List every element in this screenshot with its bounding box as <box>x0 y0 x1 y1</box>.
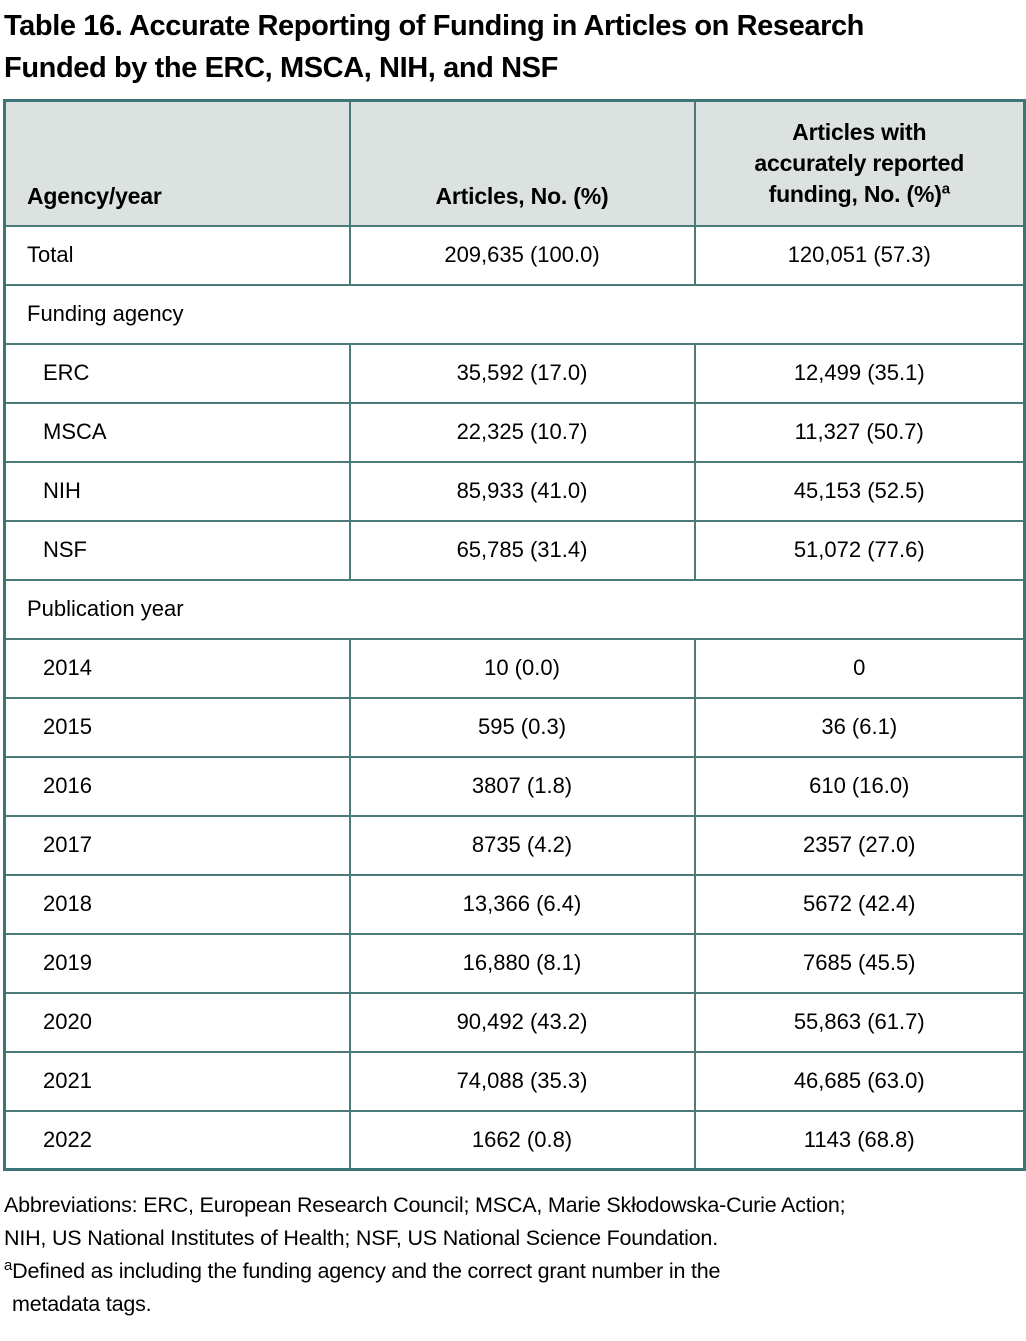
articles-cell: 90,492 (43.2) <box>348 991 696 1053</box>
row-label-cell: NIH <box>3 460 351 522</box>
row-2021: 2021 74,088 (35.3) 46,685 (63.0) <box>3 1050 1026 1112</box>
footnote-a-line2: metadata tags. <box>12 1292 152 1316</box>
section-label-cell: Publication year <box>3 578 1026 640</box>
row-nsf: NSF 65,785 (31.4) 51,072 (77.6) <box>3 519 1026 581</box>
row-2017: 2017 8735 (4.2) 2357 (27.0) <box>3 814 1026 876</box>
col-header-articles: Articles, No. (%) <box>348 99 696 227</box>
section-funding-agency: Funding agency <box>3 283 1026 345</box>
row-label-cell: ERC <box>3 342 351 404</box>
articles-cell: 74,088 (35.3) <box>348 1050 696 1112</box>
row-2014: 2014 10 (0.0) 0 <box>3 637 1026 699</box>
table-title-line2: Funded by the ERC, MSCA, NIH, and NSF <box>4 52 558 84</box>
header-footnote-marker-a: a <box>941 179 950 197</box>
accurate-funding-cell: 610 (16.0) <box>693 755 1026 817</box>
accurate-funding-cell: 12,499 (35.1) <box>693 342 1026 404</box>
row-label-cell: 2015 <box>3 696 351 758</box>
articles-cell: 16,880 (8.1) <box>348 932 696 994</box>
row-label-cell: 2017 <box>3 814 351 876</box>
accurate-funding-cell: 0 <box>693 637 1026 699</box>
accurate-funding-cell: 55,863 (61.7) <box>693 991 1026 1053</box>
abbreviations-note: Abbreviations: ERC, European Research Co… <box>4 1189 1022 1255</box>
col-header-agency-year: Agency/year <box>3 99 351 227</box>
row-2018: 2018 13,366 (6.4) 5672 (42.4) <box>3 873 1026 935</box>
row-2022: 2022 1662 (0.8) 1143 (68.8) <box>3 1109 1026 1171</box>
section-label-cell: Funding agency <box>3 283 1026 345</box>
footnote-a: aDefined as including the funding agency… <box>4 1255 1022 1321</box>
row-label-cell: 2020 <box>3 991 351 1053</box>
funding-table: Agency/year Articles, No. (%) Articles w… <box>3 99 1026 1171</box>
section-publication-year: Publication year <box>3 578 1026 640</box>
row-label-cell: Total <box>3 224 351 286</box>
footnote-a-line1: aDefined as including the funding agency… <box>4 1256 721 1283</box>
col-header-accurate-funding-lines: Articles with accurately reported fundin… <box>754 118 965 207</box>
accurate-funding-cell: 5672 (42.4) <box>693 873 1026 935</box>
accurate-funding-cell: 7685 (45.5) <box>693 932 1026 994</box>
row-label-cell: 2016 <box>3 755 351 817</box>
articles-cell: 1662 (0.8) <box>348 1109 696 1171</box>
row-2019: 2019 16,880 (8.1) 7685 (45.5) <box>3 932 1026 994</box>
abbreviations-line2: NIH, US National Institutes of Health; N… <box>4 1226 718 1250</box>
row-label-cell: MSCA <box>3 401 351 463</box>
articles-cell: 85,933 (41.0) <box>348 460 696 522</box>
footnotes: Abbreviations: ERC, European Research Co… <box>4 1189 1022 1321</box>
row-label-cell: 2021 <box>3 1050 351 1112</box>
row-label-cell: 2019 <box>3 932 351 994</box>
row-2016: 2016 3807 (1.8) 610 (16.0) <box>3 755 1026 817</box>
articles-cell: 35,592 (17.0) <box>348 342 696 404</box>
row-total: Total 209,635 (100.0) 120,051 (57.3) <box>3 224 1026 286</box>
row-label-cell: 2022 <box>3 1109 351 1171</box>
accurate-funding-cell: 1143 (68.8) <box>693 1109 1026 1171</box>
articles-cell: 65,785 (31.4) <box>348 519 696 581</box>
footnote-a-marker: a <box>4 1256 13 1274</box>
header-row: Agency/year Articles, No. (%) Articles w… <box>3 99 1026 227</box>
row-label-cell: NSF <box>3 519 351 581</box>
row-label-cell: 2014 <box>3 637 351 699</box>
accurate-funding-cell: 51,072 (77.6) <box>693 519 1026 581</box>
articles-cell: 13,366 (6.4) <box>348 873 696 935</box>
col-header-accurate-funding: Articles with accurately reported fundin… <box>693 99 1026 227</box>
table-title-line1: Table 16. Accurate Reporting of Funding … <box>4 10 864 42</box>
articles-cell: 8735 (4.2) <box>348 814 696 876</box>
table-title: Table 16. Accurate Reporting of Funding … <box>0 0 1026 89</box>
row-nih: NIH 85,933 (41.0) 45,153 (52.5) <box>3 460 1026 522</box>
accurate-funding-cell: 36 (6.1) <box>693 696 1026 758</box>
articles-cell: 595 (0.3) <box>348 696 696 758</box>
abbreviations-line1: Abbreviations: ERC, European Research Co… <box>4 1193 846 1217</box>
accurate-funding-cell: 2357 (27.0) <box>693 814 1026 876</box>
accurate-funding-cell: 11,327 (50.7) <box>693 401 1026 463</box>
accurate-funding-cell: 45,153 (52.5) <box>693 460 1026 522</box>
row-label-cell: 2018 <box>3 873 351 935</box>
row-erc: ERC 35,592 (17.0) 12,499 (35.1) <box>3 342 1026 404</box>
accurate-funding-cell: 120,051 (57.3) <box>693 224 1026 286</box>
accurate-funding-cell: 46,685 (63.0) <box>693 1050 1026 1112</box>
articles-cell: 209,635 (100.0) <box>348 224 696 286</box>
articles-cell: 22,325 (10.7) <box>348 401 696 463</box>
row-msca: MSCA 22,325 (10.7) 11,327 (50.7) <box>3 401 1026 463</box>
row-2015: 2015 595 (0.3) 36 (6.1) <box>3 696 1026 758</box>
articles-cell: 3807 (1.8) <box>348 755 696 817</box>
row-2020: 2020 90,492 (43.2) 55,863 (61.7) <box>3 991 1026 1053</box>
articles-cell: 10 (0.0) <box>348 637 696 699</box>
